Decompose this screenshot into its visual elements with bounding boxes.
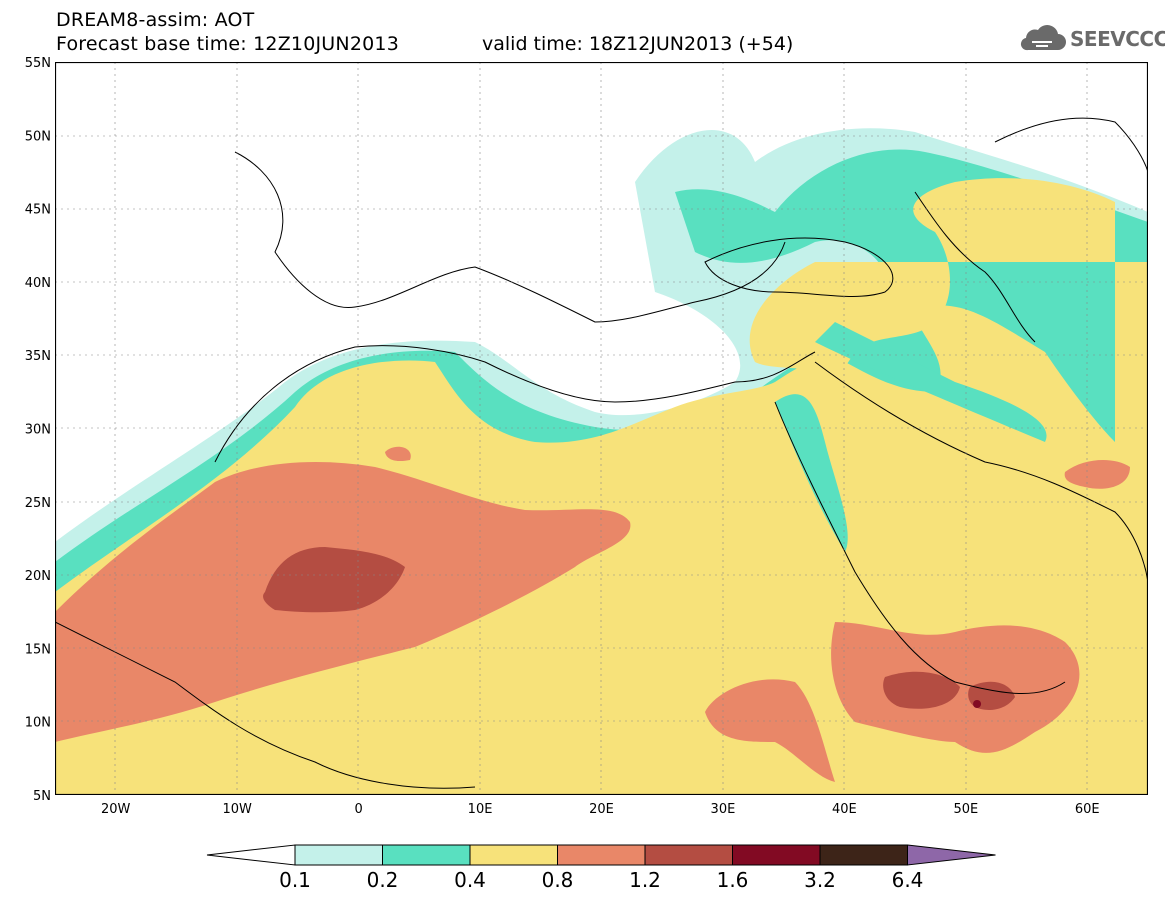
legend-swatch [557,844,646,866]
lon-label: 40E [832,802,857,817]
aot-teal-gulf [815,322,1047,442]
forecast-base-time: Forecast base time: 12Z10JUN2013 [56,33,399,55]
lon-label: 20E [589,802,614,817]
lon-label: 10E [468,802,493,817]
lat-label: 55N [25,56,51,71]
graticule [55,62,1148,795]
legend-arrow-low [206,844,296,866]
cloud-icon [1020,25,1066,51]
colorbar-legend: 0.1 0.2 0.4 0.8 1.2 1.6 3.2 6.4 [206,844,996,892]
aot-band-1.6-dot [973,700,982,708]
legend-level-label: 0.1 [279,868,311,892]
legend-level-label: 1.6 [717,868,749,892]
lon-label: 0 [354,802,362,817]
lon-label: 30E [711,802,736,817]
lat-label: 20N [25,569,51,584]
valid-time: valid time: 18Z12JUN2013 (+54) [482,33,794,55]
legend-swatch [469,844,558,866]
aot-band-0.8-iran [1064,460,1130,489]
legend-level-label: 0.4 [454,868,486,892]
legend-swatch [294,844,383,866]
legend-swatch [732,844,821,866]
lat-label: 35N [25,349,51,364]
aot-band-0.8-libya [385,446,411,462]
lat-label: 45N [25,203,51,218]
legend-level-label: 6.4 [892,868,924,892]
legend-level-label: 0.2 [367,868,399,892]
legend-swatch [382,844,471,866]
map-title: DREAM8-assim: AOT [56,9,255,31]
lat-label: 30N [25,423,51,438]
lon-label: 10W [222,802,252,817]
lat-label: 10N [25,716,51,731]
lat-label: 25N [25,496,51,511]
aot-teal-redsea [775,394,848,552]
lat-label: 40N [25,276,51,291]
aot-map [55,62,1148,795]
legend-swatch [819,844,908,866]
aot-band-1.2-yemen [883,671,960,709]
coastlines [55,117,1148,789]
lon-label: 60E [1075,802,1100,817]
lat-label: 15N [25,642,51,657]
aot-band-0.8-east [705,679,835,782]
logo-text: SEEVCCC [1070,27,1165,51]
legend-level-label: 3.2 [804,868,836,892]
aot-band-1.2-sahara [263,547,405,613]
lon-label: 20W [101,802,131,817]
legend-swatch [644,844,733,866]
legend-arrow-high [907,844,996,866]
lat-label: 50N [25,129,51,144]
lon-label: 50E [953,802,978,817]
lat-label: 5N [33,789,51,804]
legend-level-label: 1.2 [629,868,661,892]
seevccc-logo: SEEVCCC [1018,24,1165,54]
legend-level-label: 0.8 [542,868,574,892]
